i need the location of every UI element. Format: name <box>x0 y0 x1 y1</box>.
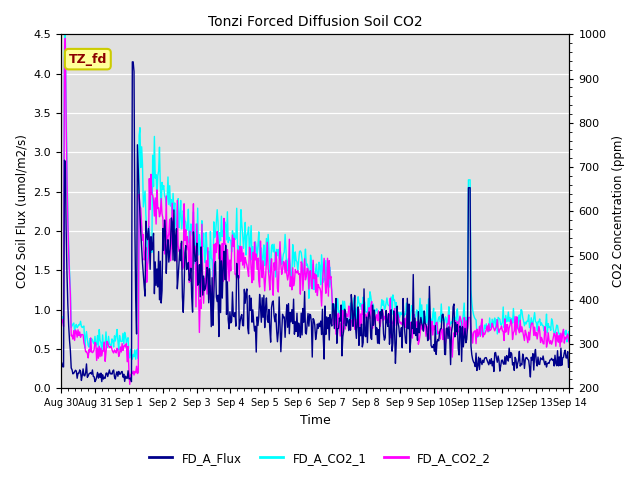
Text: TZ_fd: TZ_fd <box>68 53 107 66</box>
Y-axis label: CO2 Soil Flux (umol/m2/s): CO2 Soil Flux (umol/m2/s) <box>15 134 28 288</box>
X-axis label: Time: Time <box>300 414 331 427</box>
Y-axis label: CO2 Concentration (ppm): CO2 Concentration (ppm) <box>612 135 625 288</box>
Legend: FD_A_Flux, FD_A_CO2_1, FD_A_CO2_2: FD_A_Flux, FD_A_CO2_1, FD_A_CO2_2 <box>144 447 496 469</box>
Title: Tonzi Forced Diffusion Soil CO2: Tonzi Forced Diffusion Soil CO2 <box>208 15 422 29</box>
